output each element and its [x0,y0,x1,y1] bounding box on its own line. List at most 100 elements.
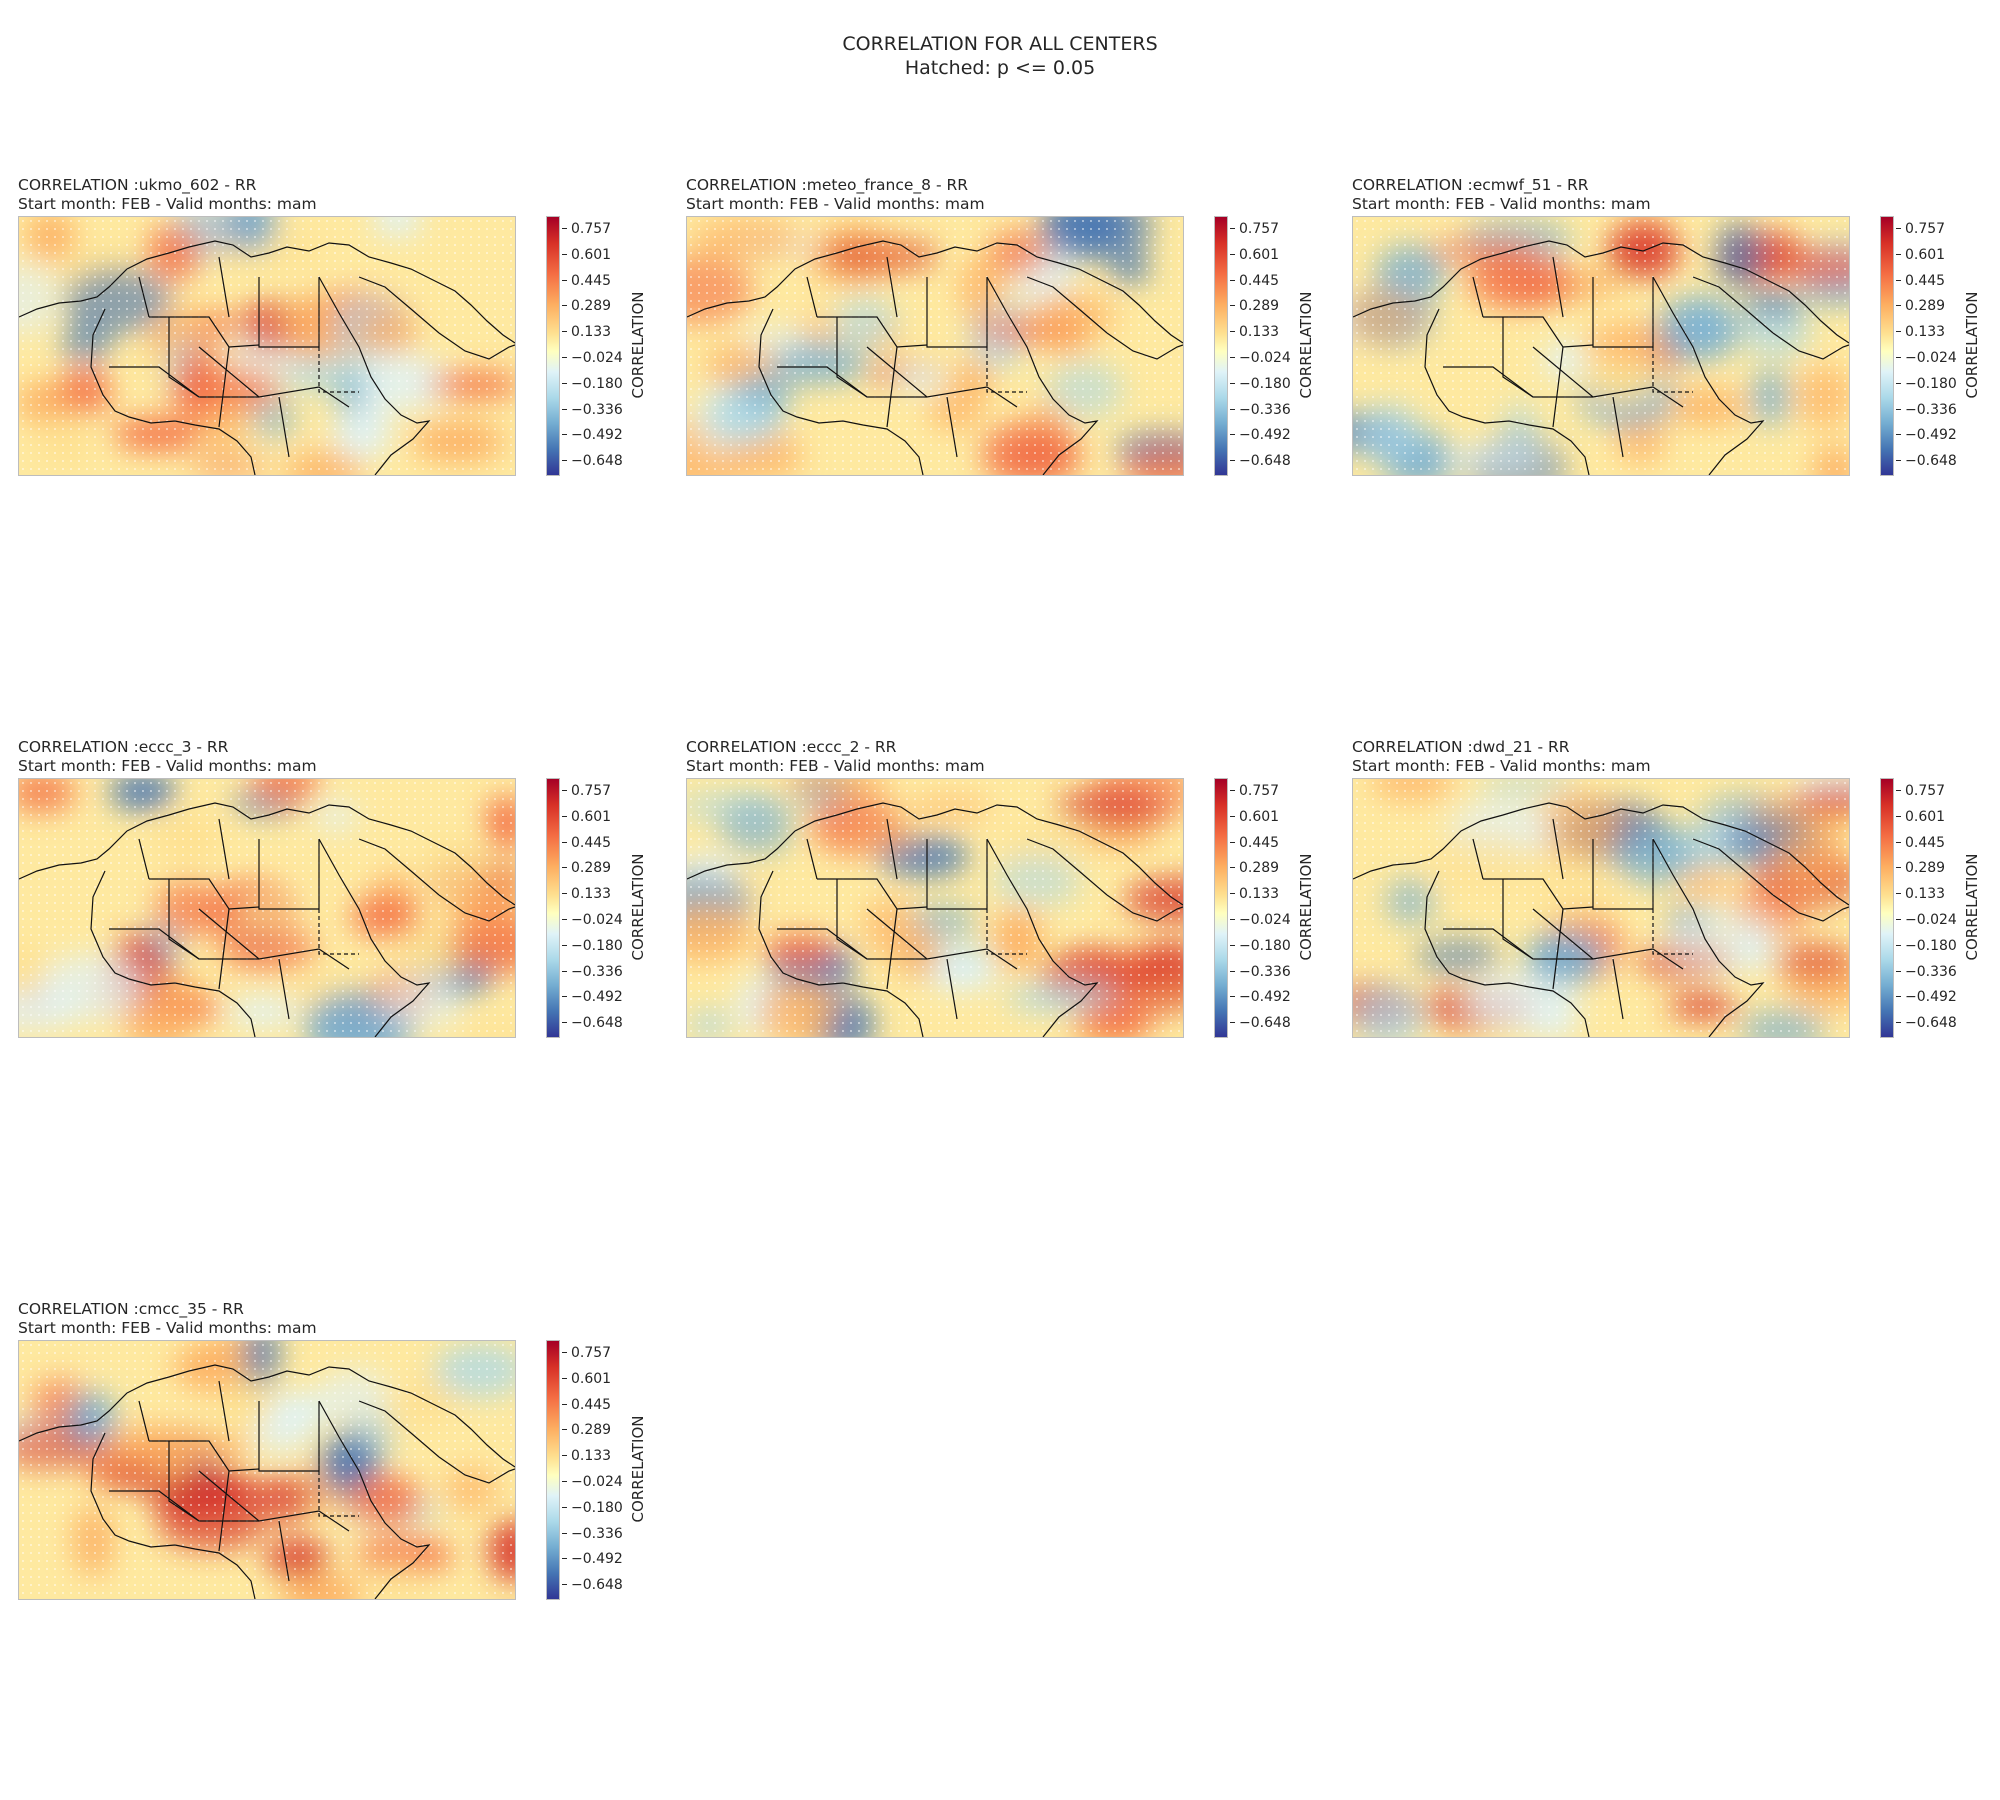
colorbar-tick: 0.289 [1896,860,2000,876]
panel-title: CORRELATION :ukmo_602 - RR Start month: F… [18,176,317,214]
colorbar-tick-label: −0.024 [1905,912,1957,928]
border-line [218,908,230,990]
border-line [1692,276,1849,360]
colorbar-tick-mark [562,944,567,946]
colorbar-tick-mark [1230,253,1235,255]
coastlines-and-borders [687,240,1183,475]
border-line [258,277,319,348]
disputed-border-line [986,347,1027,393]
colorbar-tick-mark [1230,919,1235,920]
border-line [986,838,1099,1037]
colorbar-tick: −0.648 [562,453,672,469]
colorbar-tick: −0.180 [562,1500,672,1516]
colorbar-tick-mark [1896,1022,1901,1024]
disputed-border-line [986,909,1027,955]
panel-subtitle-line: Start month: FEB - Valid months: mam [1352,195,1651,213]
border-line [138,838,150,880]
colorbar-tick-label: 0.133 [571,324,612,340]
border-line [1443,366,1593,398]
colorbar-tick-label: −0.492 [1905,989,1957,1006]
map-panel: CORRELATION :ukmo_602 - RR Start month: F… [18,176,678,496]
significance-hatching [19,779,515,1037]
map-panel: CORRELATION :dwd_21 - RR Start month: FEB… [1352,738,2000,1058]
colorbar-tick: 0.601 [1230,247,1340,263]
colorbar-tick-mark [1230,279,1235,281]
colorbar-tick-label: 0.757 [571,1344,612,1361]
border-line [1592,839,1653,910]
colorbar-tick: −0.492 [1230,427,1340,443]
panel-title: CORRELATION :eccc_2 - RR Start month: FEB… [686,738,985,776]
colorbar-tick: 0.289 [1896,298,2000,314]
colorbar-tick: −0.024 [562,912,672,928]
colorbar-tick: −0.180 [562,938,672,954]
colorbar-tick-label: 0.133 [1239,886,1280,902]
colorbar-label-text: CORRELATION [629,853,647,961]
border-line [1472,838,1484,880]
coastlines-and-borders [19,240,515,475]
border-line [278,1520,290,1582]
colorbar-tick: 0.133 [562,886,672,902]
colorbar-tick: −0.492 [1896,427,2000,443]
colorbar-label-text: CORRELATION [1297,853,1315,961]
figure-subtitle-text: Hatched: p <= 0.05 [904,57,1096,79]
border-line [258,839,319,910]
colorbar-tick-label: −0.336 [1239,401,1291,418]
colorbar-tick-mark [562,919,567,920]
colorbar-tick: −0.024 [1230,350,1340,366]
colorbar-tick: −0.648 [1896,1015,2000,1031]
colorbar-label-text: CORRELATION [1963,291,1981,399]
colorbar-tick: 0.601 [562,809,672,825]
colorbar-tick: 0.445 [562,1397,672,1413]
border-line [1026,276,1183,360]
border-line [318,276,431,475]
colorbar-tick-label: −0.024 [1905,350,1957,366]
colorbar-tick: −0.180 [562,376,672,392]
colorbar-tick-label: 0.445 [571,834,612,851]
border-line [218,346,230,428]
border-line [777,366,927,398]
panel-subtitle-line: Start month: FEB - Valid months: mam [18,195,317,213]
colorbar-tick-mark [562,1506,567,1508]
map-plot [19,1341,515,1599]
border-line [278,958,290,1020]
colorbar-tick-label: −0.024 [571,912,623,928]
border-line [946,396,958,458]
border-line [1353,240,1849,344]
colorbar-tick-label: 0.289 [1239,860,1280,877]
panel-title-line: CORRELATION :cmcc_35 - RR [18,1300,244,1318]
colorbar-tick: −0.180 [1230,376,1340,392]
colorbar-tick: 0.445 [562,273,672,289]
colorbar-tick-label: −0.492 [1239,989,1291,1006]
border-line [1552,346,1564,428]
border-line [1483,316,1594,348]
border-line [866,346,1018,408]
colorbar-tick-mark [1896,893,1901,894]
colorbar-tick-mark [562,1022,567,1024]
colorbar-tick: −0.024 [1230,912,1340,928]
colorbar-tick-label: −0.648 [1239,1015,1291,1032]
colorbar-tick-label: 0.445 [571,1396,612,1413]
colorbar-tick: −0.024 [562,1474,672,1490]
colorbar-tick-mark [1230,382,1235,384]
border-line [1612,958,1624,1020]
colorbar-tick-mark [562,815,567,817]
colorbar-tick: −0.336 [1896,964,2000,980]
colorbar-tick-mark [1896,279,1901,281]
border-line [1424,308,1590,475]
colorbar-tick: 0.757 [1230,783,1340,799]
colorbar-tick-mark [562,970,567,972]
border-line [926,277,987,348]
border-line [758,870,924,1037]
colorbar-tick-mark [562,1377,567,1379]
colorbar-tick-mark [1896,841,1901,843]
colorbar-tick-label: 0.289 [571,860,612,877]
correlation-map [1352,778,1850,1038]
colorbar-tick: −0.180 [1896,938,2000,954]
colorbar-tick-mark [1896,227,1901,229]
colorbar-tick-label: 0.445 [1905,272,1946,289]
colorbar-tick-label: −0.180 [571,937,623,954]
border-line [758,308,924,475]
colorbar-tick-mark [1896,919,1901,920]
figure-title: CORRELATION FOR ALL CENTERS Hatched: p <… [0,32,2000,80]
colorbar-tick-label: −0.492 [571,427,623,444]
